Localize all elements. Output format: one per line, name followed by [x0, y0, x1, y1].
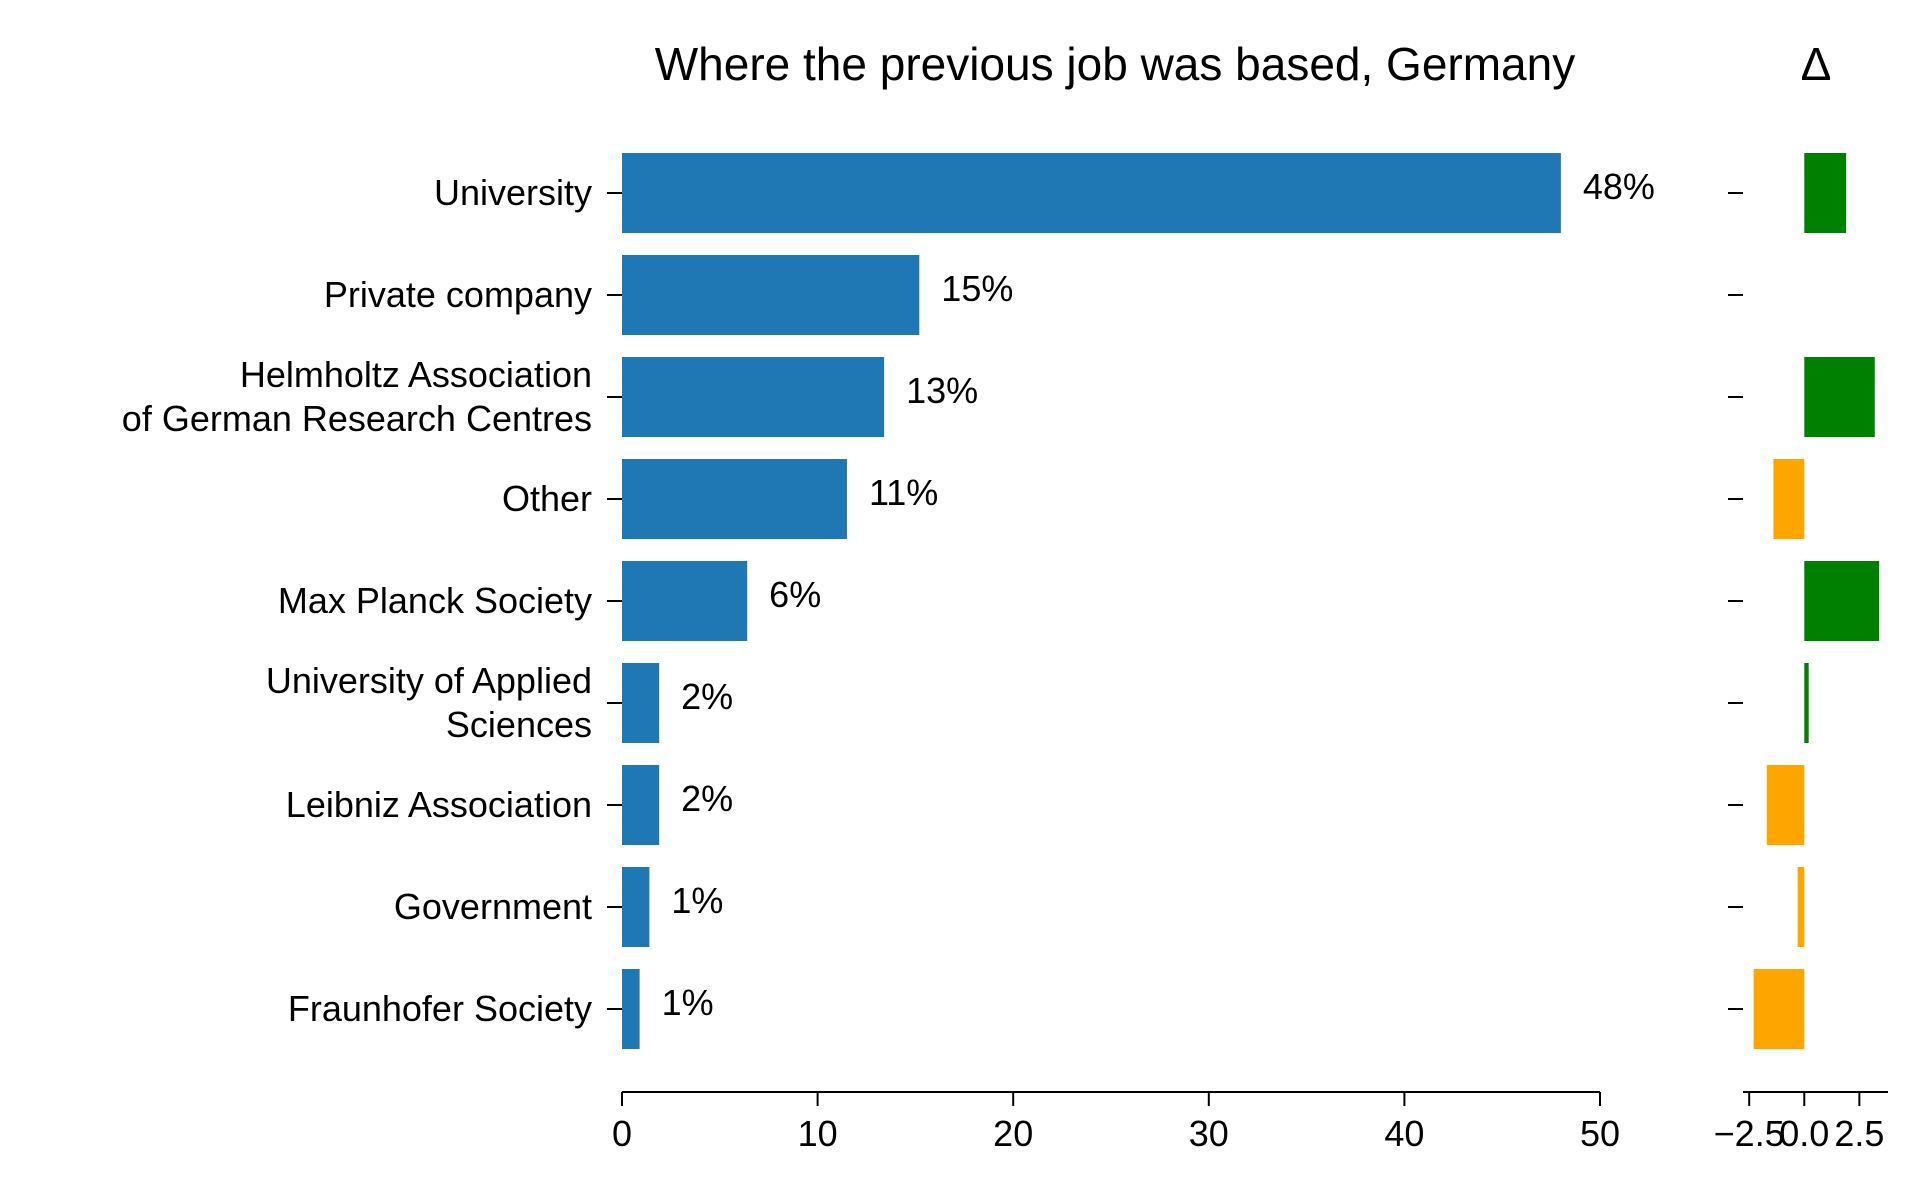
value-label: 1%: [671, 880, 723, 921]
delta-bar-chart: −2.50.0 2.5: [1714, 153, 1888, 1154]
x-tick-label: 10: [798, 1113, 838, 1154]
bar: [622, 153, 1561, 233]
category-label: Other: [502, 478, 592, 519]
bar: [622, 765, 660, 845]
delta-bar: [1773, 459, 1805, 539]
delta-x-tick-label: −2.5: [1714, 1113, 1785, 1154]
category-label: Max Planck Society: [278, 580, 592, 621]
category-label: Helmholtz Association: [240, 354, 592, 395]
bar: [622, 969, 640, 1049]
bar: [622, 867, 650, 947]
chart-title: Where the previous job was based, German…: [655, 38, 1575, 90]
x-tick-label: 50: [1580, 1113, 1620, 1154]
bar: [622, 255, 920, 335]
x-tick-label: 30: [1189, 1113, 1229, 1154]
delta-bar: [1804, 663, 1809, 743]
category-label: Government: [394, 886, 592, 927]
x-tick-label: 40: [1384, 1113, 1424, 1154]
delta-chart-title: Δ: [1801, 38, 1832, 90]
delta-bar: [1753, 969, 1805, 1049]
category-label: Sciences: [446, 704, 592, 745]
delta-x-tick-label: 0.0: [1779, 1113, 1829, 1154]
value-label: 13%: [906, 370, 978, 411]
delta-bar: [1804, 357, 1875, 437]
main-bar-chart: University 48% Private company 15% Helmholtz…: [122, 153, 1655, 1154]
category-label: Private company: [324, 274, 592, 315]
bar: [622, 459, 847, 539]
value-label: 11%: [869, 472, 938, 513]
category-label: Leibniz Association: [286, 784, 592, 825]
category-label: University: [434, 172, 592, 213]
category-label: of German Research Centres: [122, 398, 592, 439]
value-label: 6%: [769, 574, 821, 615]
x-tick-label: 20: [993, 1113, 1033, 1154]
delta-bar: [1804, 561, 1880, 641]
value-label: 2%: [681, 676, 733, 717]
category-label: Fraunhofer Society: [288, 988, 592, 1029]
delta-x-tick-label: 2.5: [1834, 1113, 1884, 1154]
value-label: 2%: [681, 778, 733, 819]
delta-bar: [1804, 153, 1847, 233]
value-label: 1%: [662, 982, 714, 1023]
bar: [622, 357, 885, 437]
delta-bar: [1766, 765, 1805, 845]
value-label: 15%: [941, 268, 1013, 309]
x-tick-label: 0: [612, 1113, 632, 1154]
category-label: University of Applied: [266, 660, 592, 701]
bar: [622, 561, 748, 641]
delta-bar: [1797, 867, 1805, 947]
value-label: 48%: [1583, 166, 1655, 207]
bar: [622, 663, 660, 743]
